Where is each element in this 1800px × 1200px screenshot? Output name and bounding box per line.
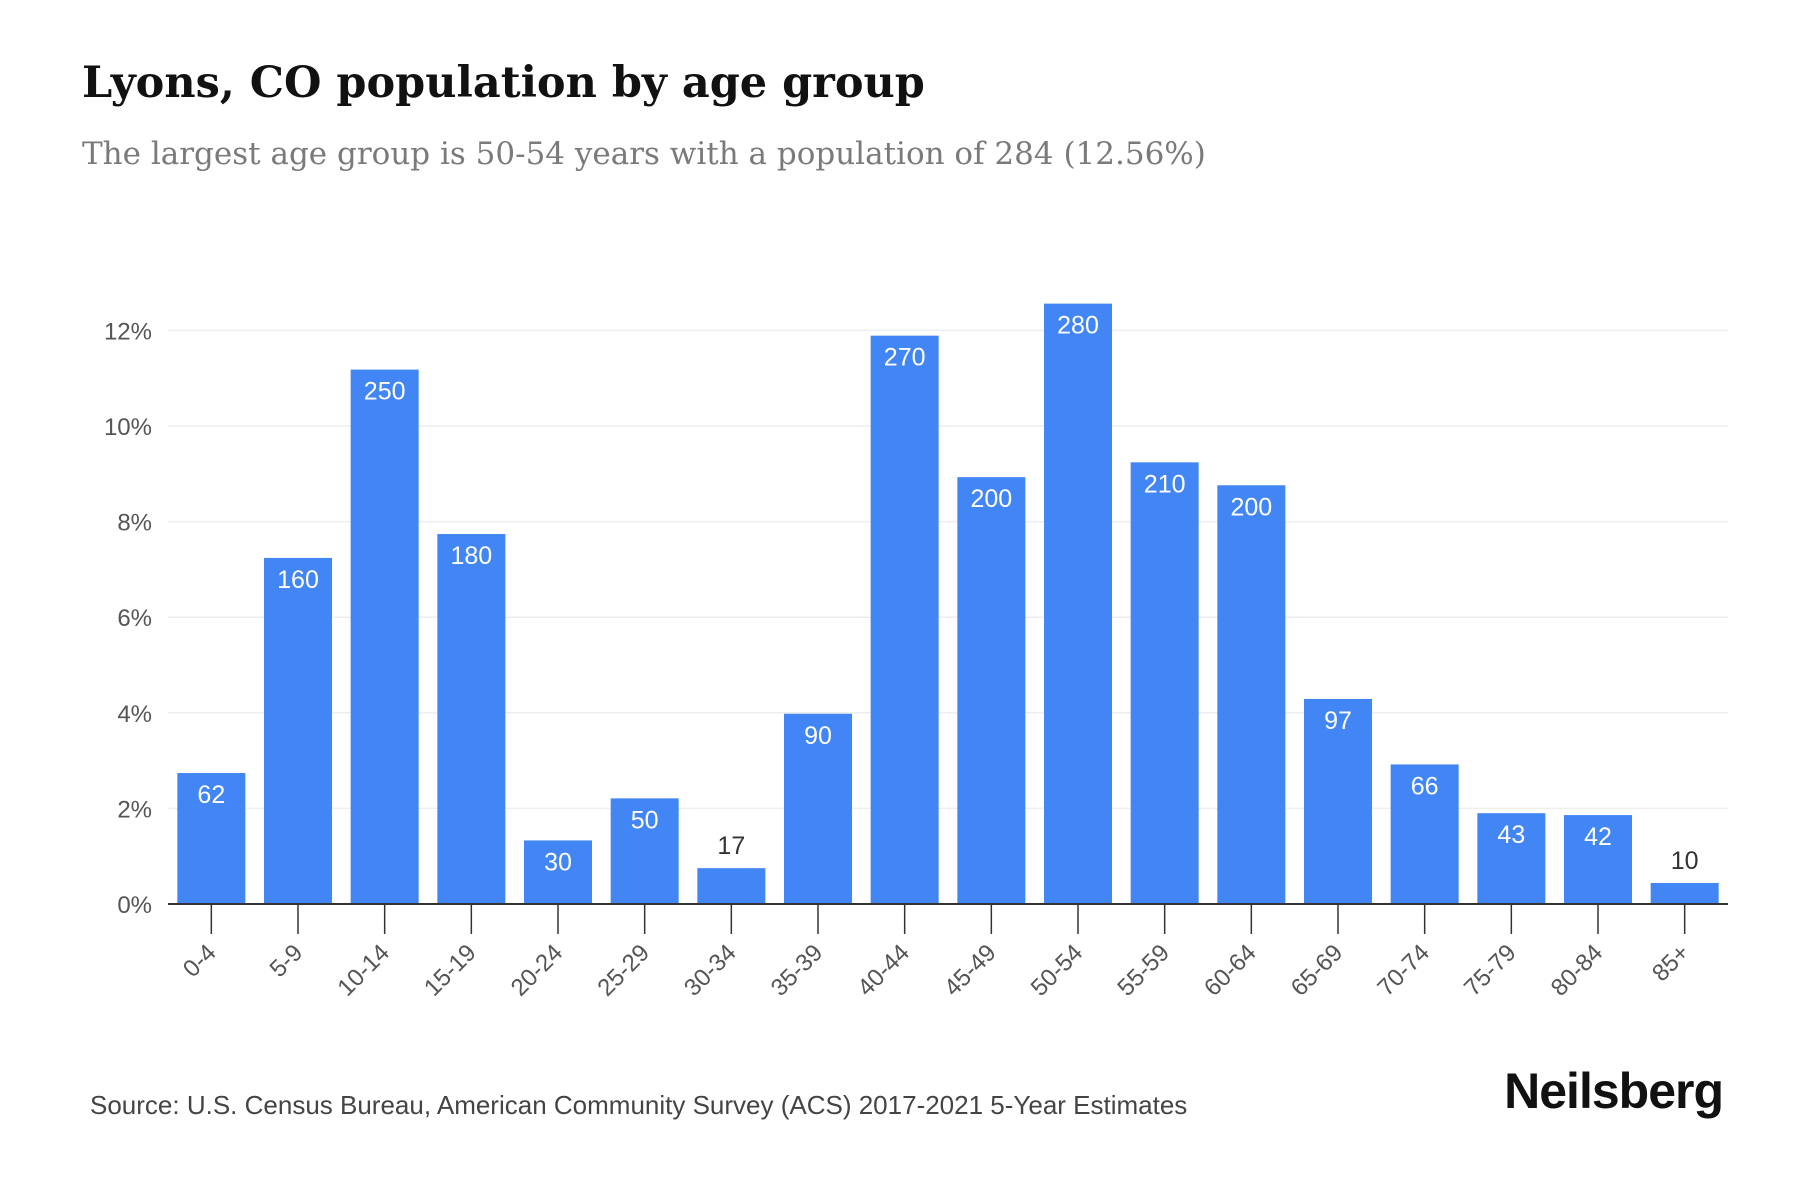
bar-value-label: 50	[631, 806, 659, 834]
x-tick-label: 35-39	[766, 939, 829, 1002]
chart-subtitle: The largest age group is 50-54 years wit…	[82, 136, 1206, 172]
x-tick-label: 65-69	[1286, 939, 1349, 1002]
y-tick-label: 6%	[117, 605, 152, 632]
y-tick-label: 8%	[117, 510, 152, 537]
bar-value-label: 210	[1144, 470, 1186, 498]
bar	[350, 369, 419, 904]
bar-value-label: 10	[1671, 847, 1699, 875]
x-tick-label: 20-24	[506, 939, 569, 1002]
bar	[697, 868, 766, 904]
bar	[177, 773, 246, 904]
y-tick-label: 2%	[117, 796, 152, 823]
bar	[1390, 764, 1459, 904]
age-group-bar-chart: 0% 2% 4% 6% 8% 10% 12% 62 0-4 160 5-9 250 10-14 180 15…	[104, 303, 1728, 1002]
x-tick-label: 45-49	[939, 939, 1002, 1002]
x-tick-label: 40-44	[852, 939, 915, 1002]
bar	[1217, 485, 1286, 904]
y-tick-label: 0%	[117, 892, 152, 919]
x-tick-label: 70-74	[1372, 939, 1435, 1002]
bar-value-label: 200	[970, 485, 1012, 513]
bar	[610, 798, 679, 904]
bar-value-label: 62	[197, 781, 225, 809]
bar	[957, 477, 1026, 904]
bar-value-label: 42	[1584, 823, 1612, 851]
bar-value-label: 180	[450, 542, 492, 570]
x-tick-label: 25-29	[592, 939, 655, 1002]
x-tick-label: 60-64	[1199, 939, 1262, 1002]
chart-title: Lyons, CO population by age group	[82, 58, 925, 108]
bar	[264, 557, 332, 904]
bar-value-label: 160	[277, 566, 319, 594]
y-tick-label: 12%	[104, 318, 152, 345]
bar-value-label: 97	[1324, 707, 1352, 735]
bar-value-label: 30	[544, 848, 572, 876]
bar	[437, 534, 506, 904]
y-tick-label: 10%	[104, 414, 152, 441]
bar-value-label: 17	[717, 832, 745, 860]
bar-value-label: 270	[884, 344, 926, 372]
bar-value-label: 200	[1230, 493, 1272, 521]
x-tick-label: 30-34	[679, 939, 742, 1002]
x-tick-label: 0-4	[178, 939, 222, 983]
bar	[1304, 698, 1372, 904]
x-tick-label: 55-59	[1112, 939, 1175, 1002]
bar	[1477, 813, 1546, 904]
brand-logo: Neilsberg	[1504, 1063, 1724, 1119]
bar	[784, 713, 852, 904]
x-tick-label: 75-79	[1459, 939, 1522, 1002]
bar	[1650, 882, 1719, 904]
bar-value-label: 66	[1411, 772, 1439, 800]
x-tick-label: 80-84	[1546, 939, 1609, 1002]
x-tick-label: 85+	[1647, 939, 1695, 987]
x-tick-label: 15-19	[419, 939, 482, 1002]
bar-value-label: 280	[1057, 312, 1099, 340]
x-tick-label: 50-54	[1026, 939, 1089, 1002]
y-tick-label: 4%	[117, 701, 152, 728]
bar	[1564, 815, 1632, 904]
bar-value-label: 43	[1497, 821, 1525, 849]
bar	[870, 335, 939, 905]
bar	[524, 840, 592, 904]
bar-value-label: 90	[804, 722, 832, 750]
bar	[1044, 303, 1112, 905]
source-note: Source: U.S. Census Bureau, American Com…	[90, 1090, 1188, 1120]
bar	[1130, 462, 1199, 904]
bar-value-label: 250	[364, 378, 406, 406]
x-tick-label: 5-9	[265, 939, 309, 983]
x-tick-label: 10-14	[332, 939, 395, 1002]
